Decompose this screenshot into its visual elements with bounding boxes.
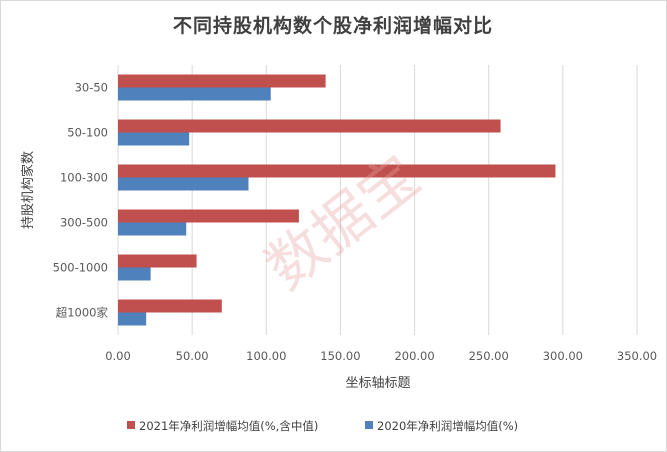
bar-2020-超1000家: [118, 312, 147, 326]
y-axis-title: 持股机构家数: [20, 151, 36, 229]
legend-label: 2021年净利润增幅均值(%,含中值): [139, 419, 318, 433]
bar-2021-100-300: [118, 164, 556, 178]
category-label: 超1000家: [56, 306, 109, 320]
category-labels: 30-50 50-100 100-300 300-500 500-1000 超1000家: [53, 81, 109, 320]
bar-2020-100-300: [118, 177, 249, 191]
bar-2021-50-100: [118, 119, 501, 133]
bar-2021-超1000家: [118, 299, 222, 313]
bar-2020-30-50: [118, 87, 271, 101]
bar-2020-500-1000: [118, 267, 151, 281]
category-label: 500-1000: [53, 261, 108, 275]
category-label: 300-500: [60, 216, 108, 230]
category-label: 30-50: [75, 81, 108, 95]
grid-lines: [117, 65, 638, 335]
category-label: 50-100: [67, 126, 108, 140]
x-tick-label: 200.00: [394, 349, 434, 363]
x-tick-labels: 0.00 50.00 100.00 150.00 200.00 250.00 300.00 3…: [105, 349, 657, 363]
bar-2021-30-50: [118, 74, 326, 88]
x-tick-label: 250.00: [469, 349, 509, 363]
bar-2020-300-500: [118, 222, 187, 236]
x-tick-label: 300.00: [543, 349, 583, 363]
bar-2021-300-500: [118, 209, 299, 223]
x-tick-label: 0.00: [105, 349, 131, 363]
legend-swatch: [127, 421, 135, 429]
legend-swatch: [365, 421, 373, 429]
category-label: 100-300: [60, 171, 108, 185]
x-tick-label: 150.00: [320, 349, 360, 363]
bar-2020-50-100: [118, 132, 190, 146]
x-axis-title: 坐标轴标题: [345, 376, 410, 391]
bar-2021-500-1000: [118, 254, 197, 268]
bars: [118, 74, 556, 326]
x-tick-label: 100.00: [246, 349, 286, 363]
chart-title: 不同持股机构数个股净利润增幅对比: [173, 14, 493, 37]
x-tick-label: 50.00: [176, 349, 209, 363]
legend: 2021年净利润增幅均值(%,含中值) 2020年净利润增幅均值(%): [127, 419, 518, 433]
legend-label: 2020年净利润增幅均值(%): [377, 419, 518, 433]
x-tick-label: 350.00: [617, 349, 657, 363]
